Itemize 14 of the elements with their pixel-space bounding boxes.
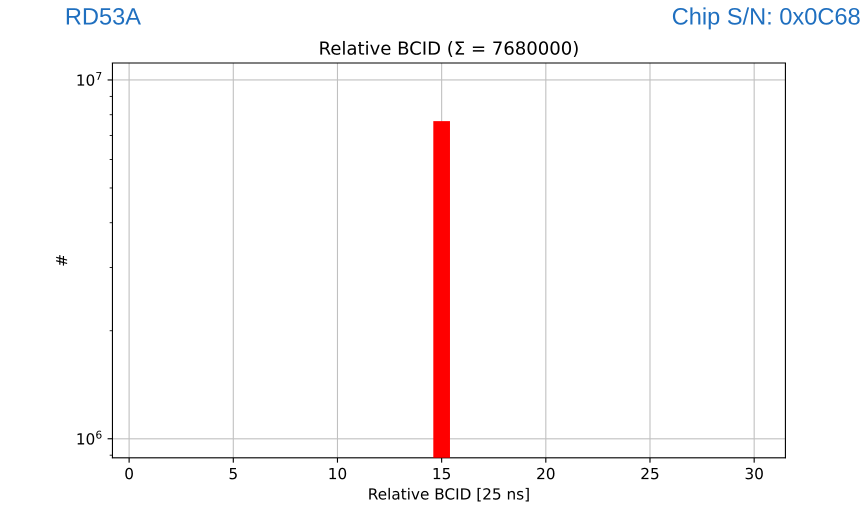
- y-tick-label: 10$^{7}$: [78, 72, 102, 86]
- x-tick-label: 5: [230, 468, 237, 480]
- y-axis-title: #: [56, 255, 68, 266]
- x-tick-label: 25: [641, 468, 658, 480]
- y-tick-label: 10$^{6}$: [78, 430, 102, 445]
- text: RD53A: [66, 8, 141, 25]
- x-tick-label: 0: [125, 468, 133, 480]
- x-axis-title: Relative BCID [25 ns]: [369, 488, 529, 502]
- x-tick-label: 15: [434, 468, 450, 480]
- x-tick-label: 10: [329, 468, 346, 480]
- text: Chip S/N: 0x0C68: [672, 7, 860, 30]
- x-tick-label: 20: [537, 468, 555, 480]
- chart-title: Relative BCID (Σ = 7680000): [320, 40, 578, 58]
- x-tick-label: 30: [746, 468, 763, 480]
